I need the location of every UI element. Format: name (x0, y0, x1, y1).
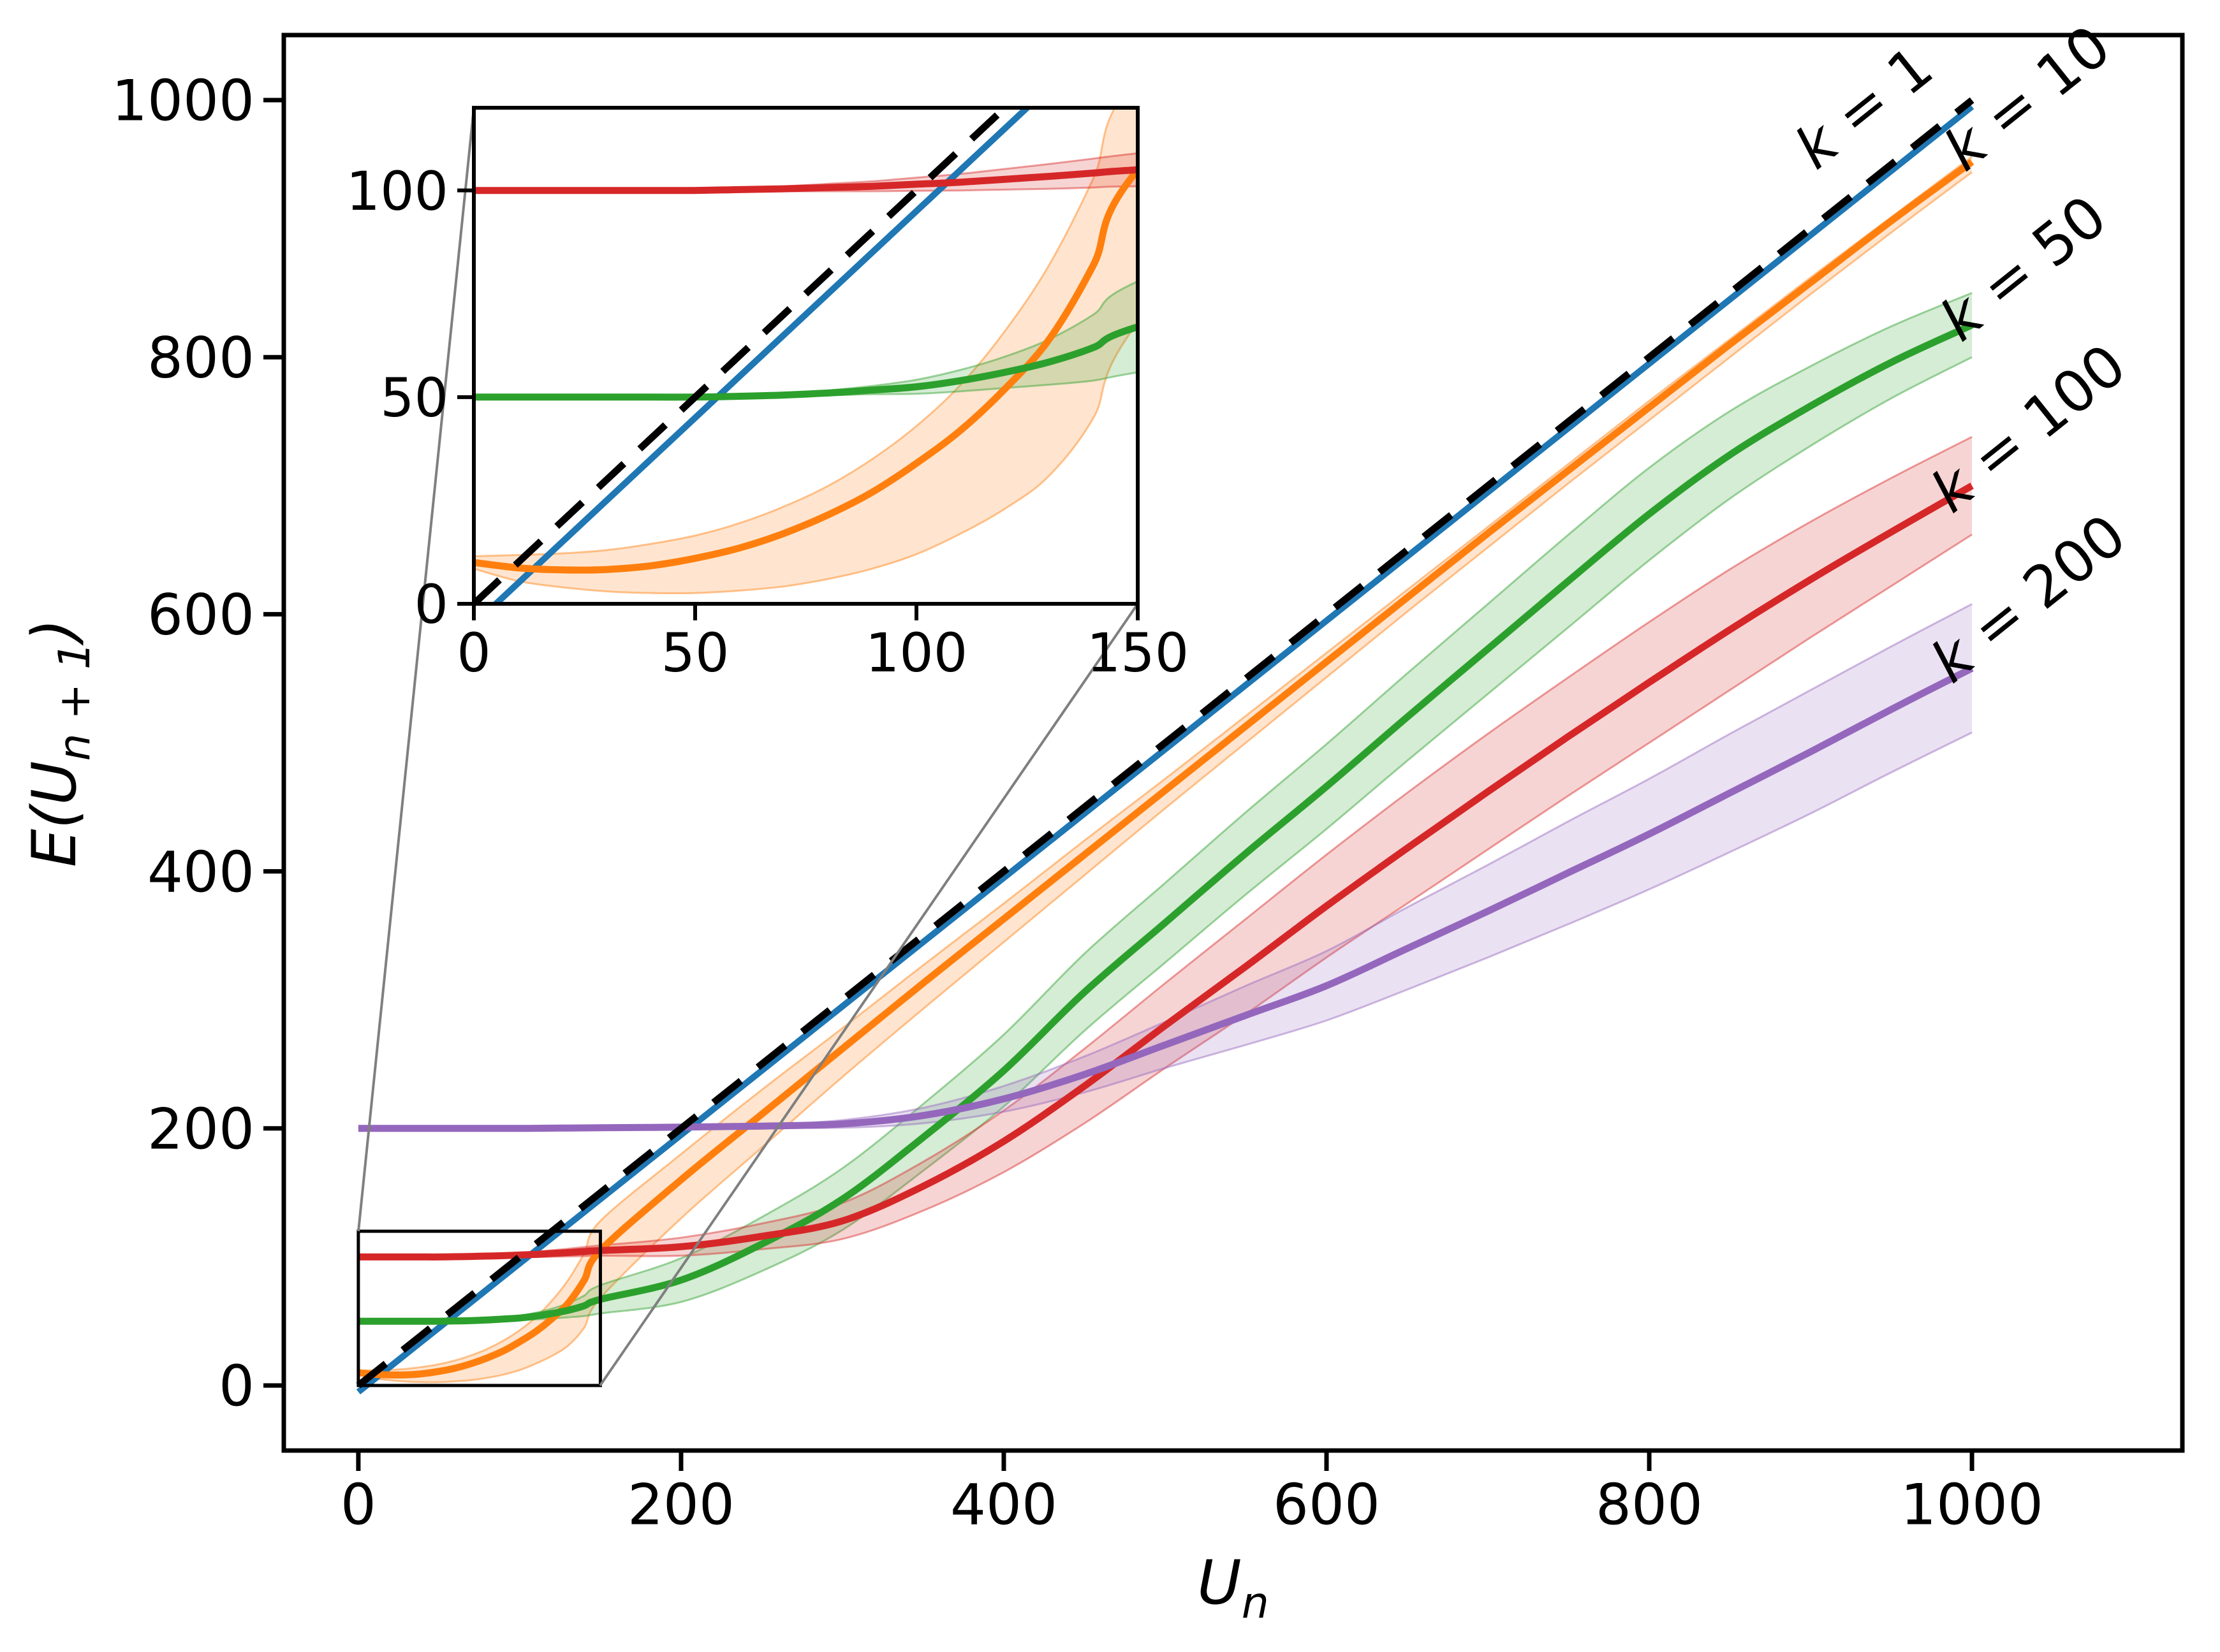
inset-y-tick-label: 50 (380, 367, 448, 429)
inset-x-tick-label: 0 (457, 622, 490, 684)
main-line-k50 (358, 321, 1974, 1325)
inset-y-tick-label: 100 (346, 160, 448, 223)
inset-spines (472, 106, 1140, 606)
main-spines (281, 33, 2185, 1453)
x-axis-label: Un (1197, 1548, 1269, 1628)
main-band-k50 (358, 293, 1973, 1322)
main-y-tick-label: 200 (147, 1096, 254, 1162)
main-x-tick-label: 200 (628, 1472, 735, 1538)
inset-x-tick-label: 50 (661, 622, 730, 684)
inset-plot-area (474, 108, 1138, 604)
inset-connector-line (599, 603, 1139, 1387)
inset-line-k50 (474, 323, 1138, 401)
main-x-tick-label: 0 (341, 1472, 376, 1538)
main-x-tick-label: 600 (1273, 1472, 1380, 1538)
inset-x-tick-label: 150 (1087, 622, 1189, 684)
inset-band-edge-k10-lo (474, 321, 1138, 595)
inset-connector-line (357, 107, 475, 1232)
inset-axes-frame: 0 50 100 150 0 50 100 (346, 106, 1189, 684)
main-line-k200 (358, 665, 1974, 1132)
y-axis-label: E(Un + 1) (20, 618, 100, 867)
main-line-k1 (356, 104, 1974, 1395)
main-x-tick-label: 400 (950, 1472, 1057, 1538)
main-identity-dashed-line (356, 97, 1974, 1389)
inset-band-edge-k100-hi (474, 152, 1138, 192)
inset-x-tick-label: 100 (865, 622, 967, 684)
inset-band-edge-k100-lo (474, 185, 1138, 193)
main-line-k10 (358, 159, 1974, 1379)
zoom-region-rect (357, 1229, 602, 1387)
main-y-tick-label: 600 (147, 582, 254, 648)
main-line-k100 (358, 483, 1974, 1261)
main-plot-area (356, 97, 1974, 1395)
main-x-tick-label: 800 (1596, 1472, 1703, 1538)
main-y-tick-label: 400 (147, 839, 254, 905)
main-y-tick-label: 1000 (112, 68, 254, 134)
inset-line-k10 (474, 164, 1138, 574)
inset-band-k10 (474, 108, 1138, 594)
inset-y-tick-label: 0 (415, 573, 448, 636)
inset-band-k50 (474, 281, 1138, 398)
curve-label-k-50: k = 50 (1928, 183, 2119, 355)
main-band-edge-k10-hi (358, 156, 1973, 1372)
curve-label-k-10: k = 10 (1932, 13, 2122, 184)
inset-band-edge-k10-hi (474, 108, 1116, 557)
inset-band-edge-k50-hi (474, 280, 1138, 398)
inset-line-k100 (474, 166, 1138, 194)
main-x-tick-label: 1000 (1900, 1472, 2043, 1538)
main-y-tick-label: 800 (147, 325, 254, 391)
main-y-tick-label: 0 (219, 1354, 254, 1419)
curve-label-k-1: k = 1 (1783, 34, 1946, 182)
main-band-edge-k10-lo (358, 171, 1973, 1384)
